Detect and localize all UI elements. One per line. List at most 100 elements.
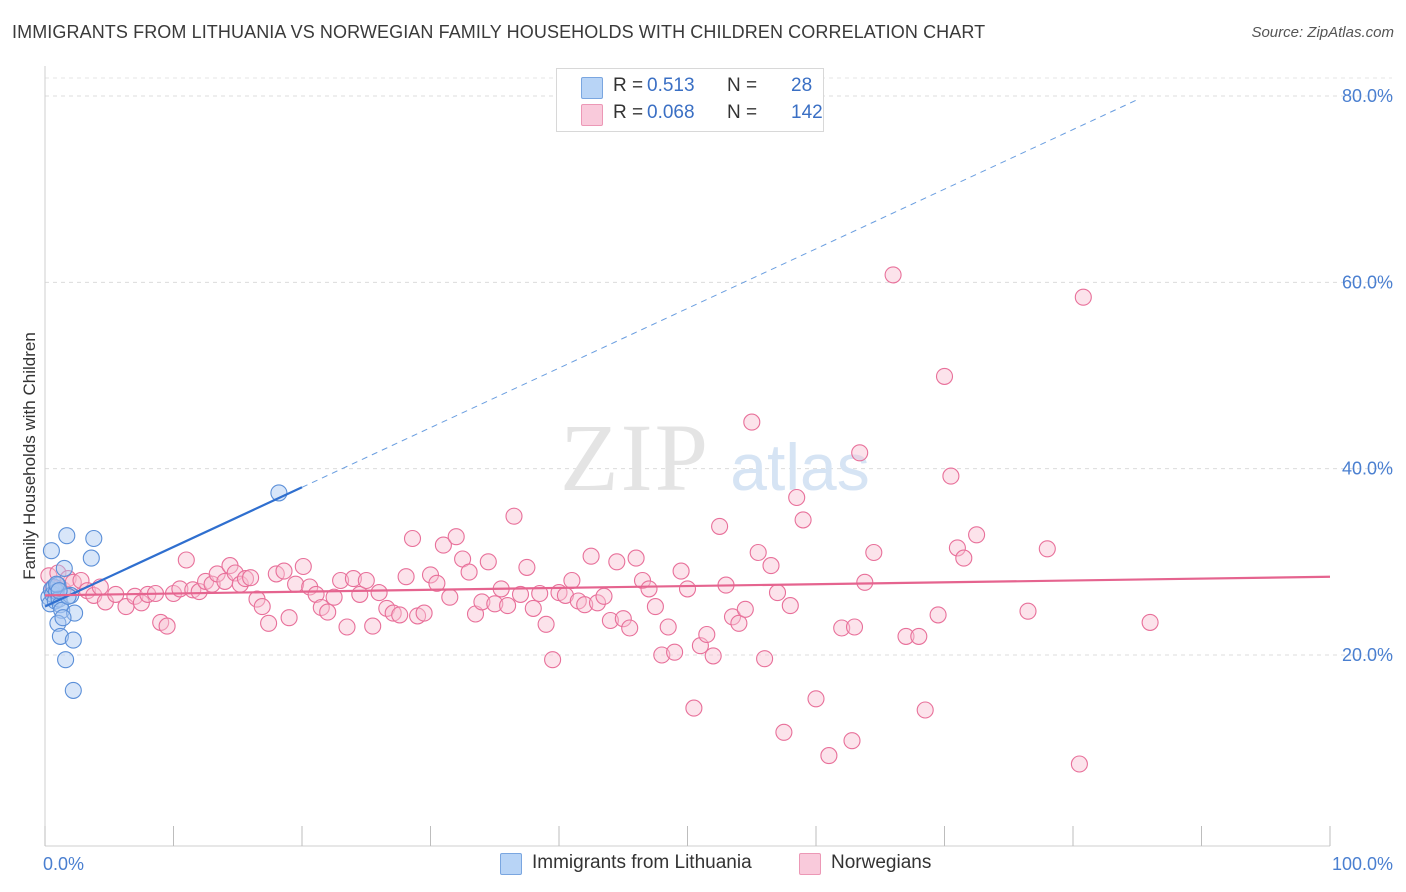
data-point <box>704 647 722 665</box>
data-point <box>865 543 883 562</box>
data-point <box>749 543 767 562</box>
data-point <box>595 587 613 605</box>
data-point <box>807 690 825 708</box>
data-point <box>397 568 415 586</box>
data-point <box>1074 288 1092 306</box>
data-point <box>916 701 934 719</box>
chart-title: IMMIGRANTS FROM LITHUANIA VS NORWEGIAN F… <box>12 22 986 42</box>
data-point <box>833 619 851 637</box>
data-point <box>260 614 278 632</box>
data-point <box>678 580 697 598</box>
data-point <box>460 563 478 581</box>
data-point <box>384 604 402 622</box>
data-point <box>441 588 459 606</box>
data-point <box>280 609 298 627</box>
data-point <box>588 594 607 612</box>
data-point <box>544 651 562 669</box>
data-point <box>85 529 103 548</box>
bottom-legend-swatch-lithuania <box>500 853 522 875</box>
legend-n-value: 142 <box>791 102 823 123</box>
data-point <box>524 599 542 617</box>
data-point <box>608 553 626 571</box>
data-point <box>627 549 645 567</box>
data-point <box>775 723 793 741</box>
data-point <box>845 618 864 636</box>
data-point <box>646 598 664 616</box>
data-point <box>190 583 208 601</box>
data-point <box>253 598 271 616</box>
data-point <box>49 576 67 594</box>
data-point <box>82 549 100 567</box>
data-point <box>158 617 176 635</box>
data-point <box>781 597 799 615</box>
data-point <box>403 529 422 548</box>
data-point <box>64 681 82 699</box>
y-tick-label: 20.0% <box>1342 645 1393 665</box>
legend-r-label: R = <box>613 102 644 123</box>
data-point <box>325 588 343 606</box>
data-point <box>910 627 928 645</box>
legend-n-label: N = <box>727 102 758 123</box>
legend-n-value: 28 <box>791 75 813 96</box>
data-point <box>843 732 861 750</box>
legend-r-value: 0.513 <box>647 75 695 96</box>
data-point <box>499 597 517 615</box>
data-point <box>621 619 639 637</box>
data-point <box>332 571 350 590</box>
data-point <box>942 467 960 485</box>
data-point <box>51 627 69 645</box>
data-point <box>897 627 915 645</box>
stats-legend: R = 0.513 N = 28 R = 0.068 N = 142 <box>556 68 824 132</box>
watermark-atlas: atlas <box>730 430 869 504</box>
data-point <box>723 608 742 626</box>
data-point <box>58 527 76 545</box>
data-point <box>955 549 973 567</box>
data-point <box>294 557 312 576</box>
data-point <box>531 584 549 603</box>
data-point <box>275 562 293 580</box>
data-point <box>287 575 305 593</box>
data-point <box>226 564 244 582</box>
data-point <box>1019 602 1037 620</box>
axes <box>44 66 1331 847</box>
data-point <box>177 551 195 569</box>
x-tick-labels: 0.0% 100.0% <box>43 854 1393 874</box>
data-point <box>357 571 375 590</box>
data-point <box>1141 613 1159 631</box>
data-point <box>72 571 90 590</box>
data-point <box>756 650 774 668</box>
data-point <box>935 367 954 385</box>
data-point <box>948 539 966 557</box>
data-point <box>537 615 555 633</box>
y-tick-label: 40.0% <box>1342 459 1393 479</box>
trend-lines <box>44 99 1331 608</box>
data-point <box>768 584 787 602</box>
data-point <box>563 571 581 590</box>
bottom-legend-label: Immigrants from Lithuania <box>532 852 752 873</box>
legend-n-label: N = <box>727 75 758 96</box>
x-tick-label: 0.0% <box>43 854 84 874</box>
trend-line-lithuania <box>44 486 303 608</box>
data-point <box>319 603 337 621</box>
data-point <box>447 528 465 546</box>
data-point <box>236 570 255 588</box>
data-point <box>338 618 356 636</box>
data-point <box>582 547 600 565</box>
data-point <box>794 511 812 529</box>
data-point <box>698 625 716 644</box>
data-point <box>736 600 754 618</box>
data-point <box>730 614 748 632</box>
data-point <box>711 517 729 535</box>
gridlines <box>45 77 1392 656</box>
data-point <box>672 562 690 580</box>
data-point <box>1070 755 1088 773</box>
data-point <box>511 585 530 603</box>
data-point <box>42 542 60 560</box>
data-point <box>54 609 72 627</box>
legend-swatch-lithuania <box>581 77 603 99</box>
x-tick-label: 100.0% <box>1332 854 1393 874</box>
data-point <box>364 617 382 635</box>
trend-line-lithuania-extension <box>301 99 1138 488</box>
data-point <box>344 570 362 588</box>
